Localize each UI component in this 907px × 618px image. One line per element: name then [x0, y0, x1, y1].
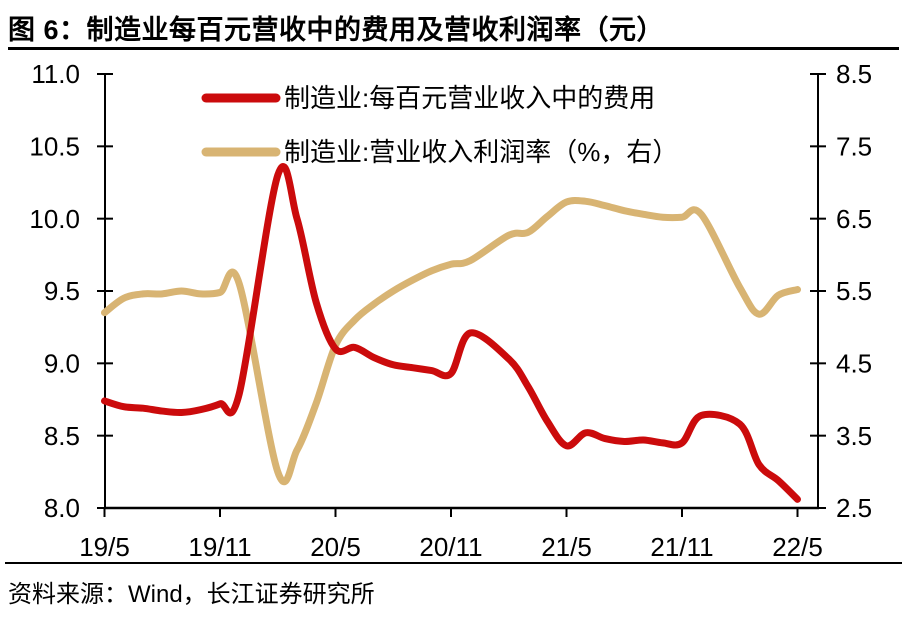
- series-line-margin: [101, 196, 801, 486]
- title-divider: [8, 47, 899, 50]
- legend-label: 制造业:营业收入利润率（%，右）: [284, 137, 678, 167]
- right-axis-tick-label: 8.5: [836, 59, 872, 89]
- left-axis-tick-label: 8.0: [44, 493, 80, 523]
- right-axis-tick-label: 6.5: [836, 204, 872, 234]
- x-axis-tick-label: 22/5: [772, 532, 823, 562]
- left-axis-tick-label: 9.0: [44, 348, 80, 378]
- left-axis-tick-label: 9.5: [44, 276, 80, 306]
- x-axis-tick-label: 20/5: [310, 532, 361, 562]
- right-axis-tick-label: 5.5: [836, 276, 872, 306]
- legend-item: 制造业:每百元营业收入中的费用: [201, 83, 655, 113]
- right-axis-tick-label: 4.5: [836, 348, 872, 378]
- x-axis-tick-label: 19/11: [188, 532, 251, 562]
- figure-title: 图 6：制造业每百元营收中的费用及营收利润率（元）: [8, 15, 665, 45]
- right-axis-tick-label: 3.5: [836, 421, 872, 451]
- series-line-cost: [101, 163, 801, 503]
- x-axis-tick-label: 21/5: [541, 532, 592, 562]
- right-axis-tick-label: 2.5: [836, 493, 872, 523]
- axes: [97, 73, 826, 517]
- x-axis-tick-label: 20/11: [419, 532, 482, 562]
- left-axis-tick-label: 10.0: [29, 204, 80, 234]
- right-axis-tick-label: 7.5: [836, 131, 872, 161]
- legend-label: 制造业:每百元营业收入中的费用: [284, 83, 655, 113]
- source-note: 资料来源：Wind，长江证券研究所: [8, 581, 375, 608]
- left-axis-tick-label: 8.5: [44, 421, 80, 451]
- x-axis-tick-label: 19/5: [79, 532, 130, 562]
- footer-divider: [5, 562, 902, 564]
- left-axis-tick-label: 10.5: [29, 131, 80, 161]
- x-axis-tick-label: 21/11: [650, 532, 713, 562]
- legend-item: 制造业:营业收入利润率（%，右）: [201, 137, 678, 167]
- left-axis-tick-label: 11.0: [31, 59, 80, 89]
